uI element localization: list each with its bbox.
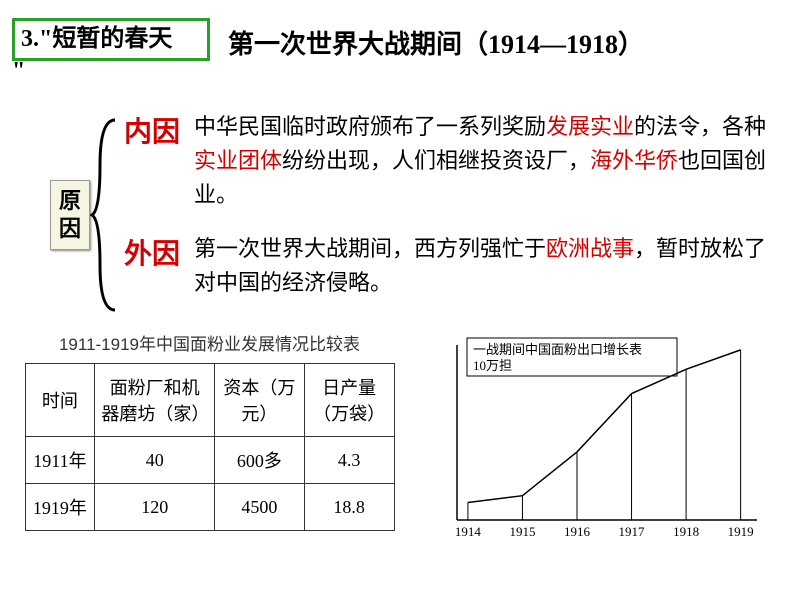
table-cell: 1919年 — [25, 484, 95, 531]
comparison-table: 时间面粉厂和机器磨坊（家）资本（万元）日产量（万袋）1911年40600多4.3… — [25, 363, 395, 531]
text-span: 纷纷出现，人们相继投资设厂， — [282, 148, 590, 173]
text-span: 实业团体 — [194, 148, 282, 173]
figures-row: 1911-1919年中国面粉业发展情况比较表 时间面粉厂和机器磨坊（家）资本（万… — [12, 330, 782, 565]
table-header: 面粉厂和机器磨坊（家） — [95, 364, 215, 437]
internal-tag: 内因 — [124, 110, 194, 150]
text-span: 海外华侨 — [590, 148, 678, 173]
text-span: 的法令，各种 — [634, 114, 766, 139]
section-label-tail: " — [12, 58, 25, 85]
text-span: 中华民国临时政府颁布了一系列奖励 — [194, 114, 546, 139]
table-cell: 40 — [95, 437, 215, 484]
external-cause: 外因 第一次世界大战期间，西方列强忙于欧洲战事，暂时放松了对中国的经济侵略。 — [124, 232, 780, 300]
table-header: 日产量（万袋） — [304, 364, 394, 437]
table-cell: 120 — [95, 484, 215, 531]
table-cell: 18.8 — [304, 484, 394, 531]
cause-label: 原 因 — [50, 180, 90, 250]
text-span: 欧洲战事 — [546, 236, 634, 261]
svg-text:10万担: 10万担 — [473, 358, 512, 373]
internal-cause: 内因 中华民国临时政府颁布了一系列奖励发展实业的法令，各种实业团体纷纷出现，人们… — [124, 110, 780, 212]
table-cell: 4500 — [215, 484, 305, 531]
table-row: 1911年40600多4.3 — [25, 437, 394, 484]
table-header: 时间 — [25, 364, 95, 437]
export-chart-block: 1914 1915 1916 1917 1918 1919 一战期间中国面粉出口增长表10万… — [427, 330, 777, 565]
table-cell: 1911年 — [25, 437, 95, 484]
comparison-table-block: 1911-1919年中国面粉业发展情况比较表 时间面粉厂和机器磨坊（家）资本（万… — [12, 330, 407, 565]
svg-text:1915: 1915 — [509, 524, 535, 539]
main-title: 第一次世界大战期间（1914—1918） — [228, 18, 644, 61]
causes-block: 原 因 内因 中华民国临时政府颁布了一系列奖励发展实业的法令，各种实业团体纷纷出… — [50, 110, 780, 320]
svg-text:1914: 1914 — [455, 524, 482, 539]
table-cell: 600多 — [215, 437, 305, 484]
brace-icon — [90, 115, 120, 315]
external-body: 第一次世界大战期间，西方列强忙于欧洲战事，暂时放松了对中国的经济侵略。 — [194, 232, 780, 300]
svg-text:1919: 1919 — [728, 524, 754, 539]
cause-label-1: 原 — [59, 187, 81, 216]
section-box: 3."短暂的春天 — [12, 18, 210, 61]
internal-body: 中华民国临时政府颁布了一系列奖励发展实业的法令，各种实业团体纷纷出现，人们相继投… — [194, 110, 780, 212]
section-label: 3."短暂的春天 — [21, 26, 172, 52]
table-header: 资本（万元） — [215, 364, 305, 437]
svg-text:1918: 1918 — [673, 524, 699, 539]
svg-text:1917: 1917 — [619, 524, 646, 539]
table-title: 1911-1919年中国面粉业发展情况比较表 — [12, 330, 407, 355]
text-span: 第一次世界大战期间，西方列强忙于 — [194, 236, 546, 261]
export-chart: 1914 1915 1916 1917 1918 1919 一战期间中国面粉出口增长表10万… — [427, 330, 777, 560]
svg-text:一战期间中国面粉出口增长表: 一战期间中国面粉出口增长表 — [473, 342, 642, 357]
table-row: 1919年120450018.8 — [25, 484, 394, 531]
table-cell: 4.3 — [304, 437, 394, 484]
external-tag: 外因 — [124, 232, 194, 272]
cause-label-2: 因 — [59, 215, 81, 244]
text-span: 发展实业 — [546, 114, 634, 139]
cause-list: 内因 中华民国临时政府颁布了一系列奖励发展实业的法令，各种实业团体纷纷出现，人们… — [124, 110, 780, 320]
svg-text:1916: 1916 — [564, 524, 591, 539]
